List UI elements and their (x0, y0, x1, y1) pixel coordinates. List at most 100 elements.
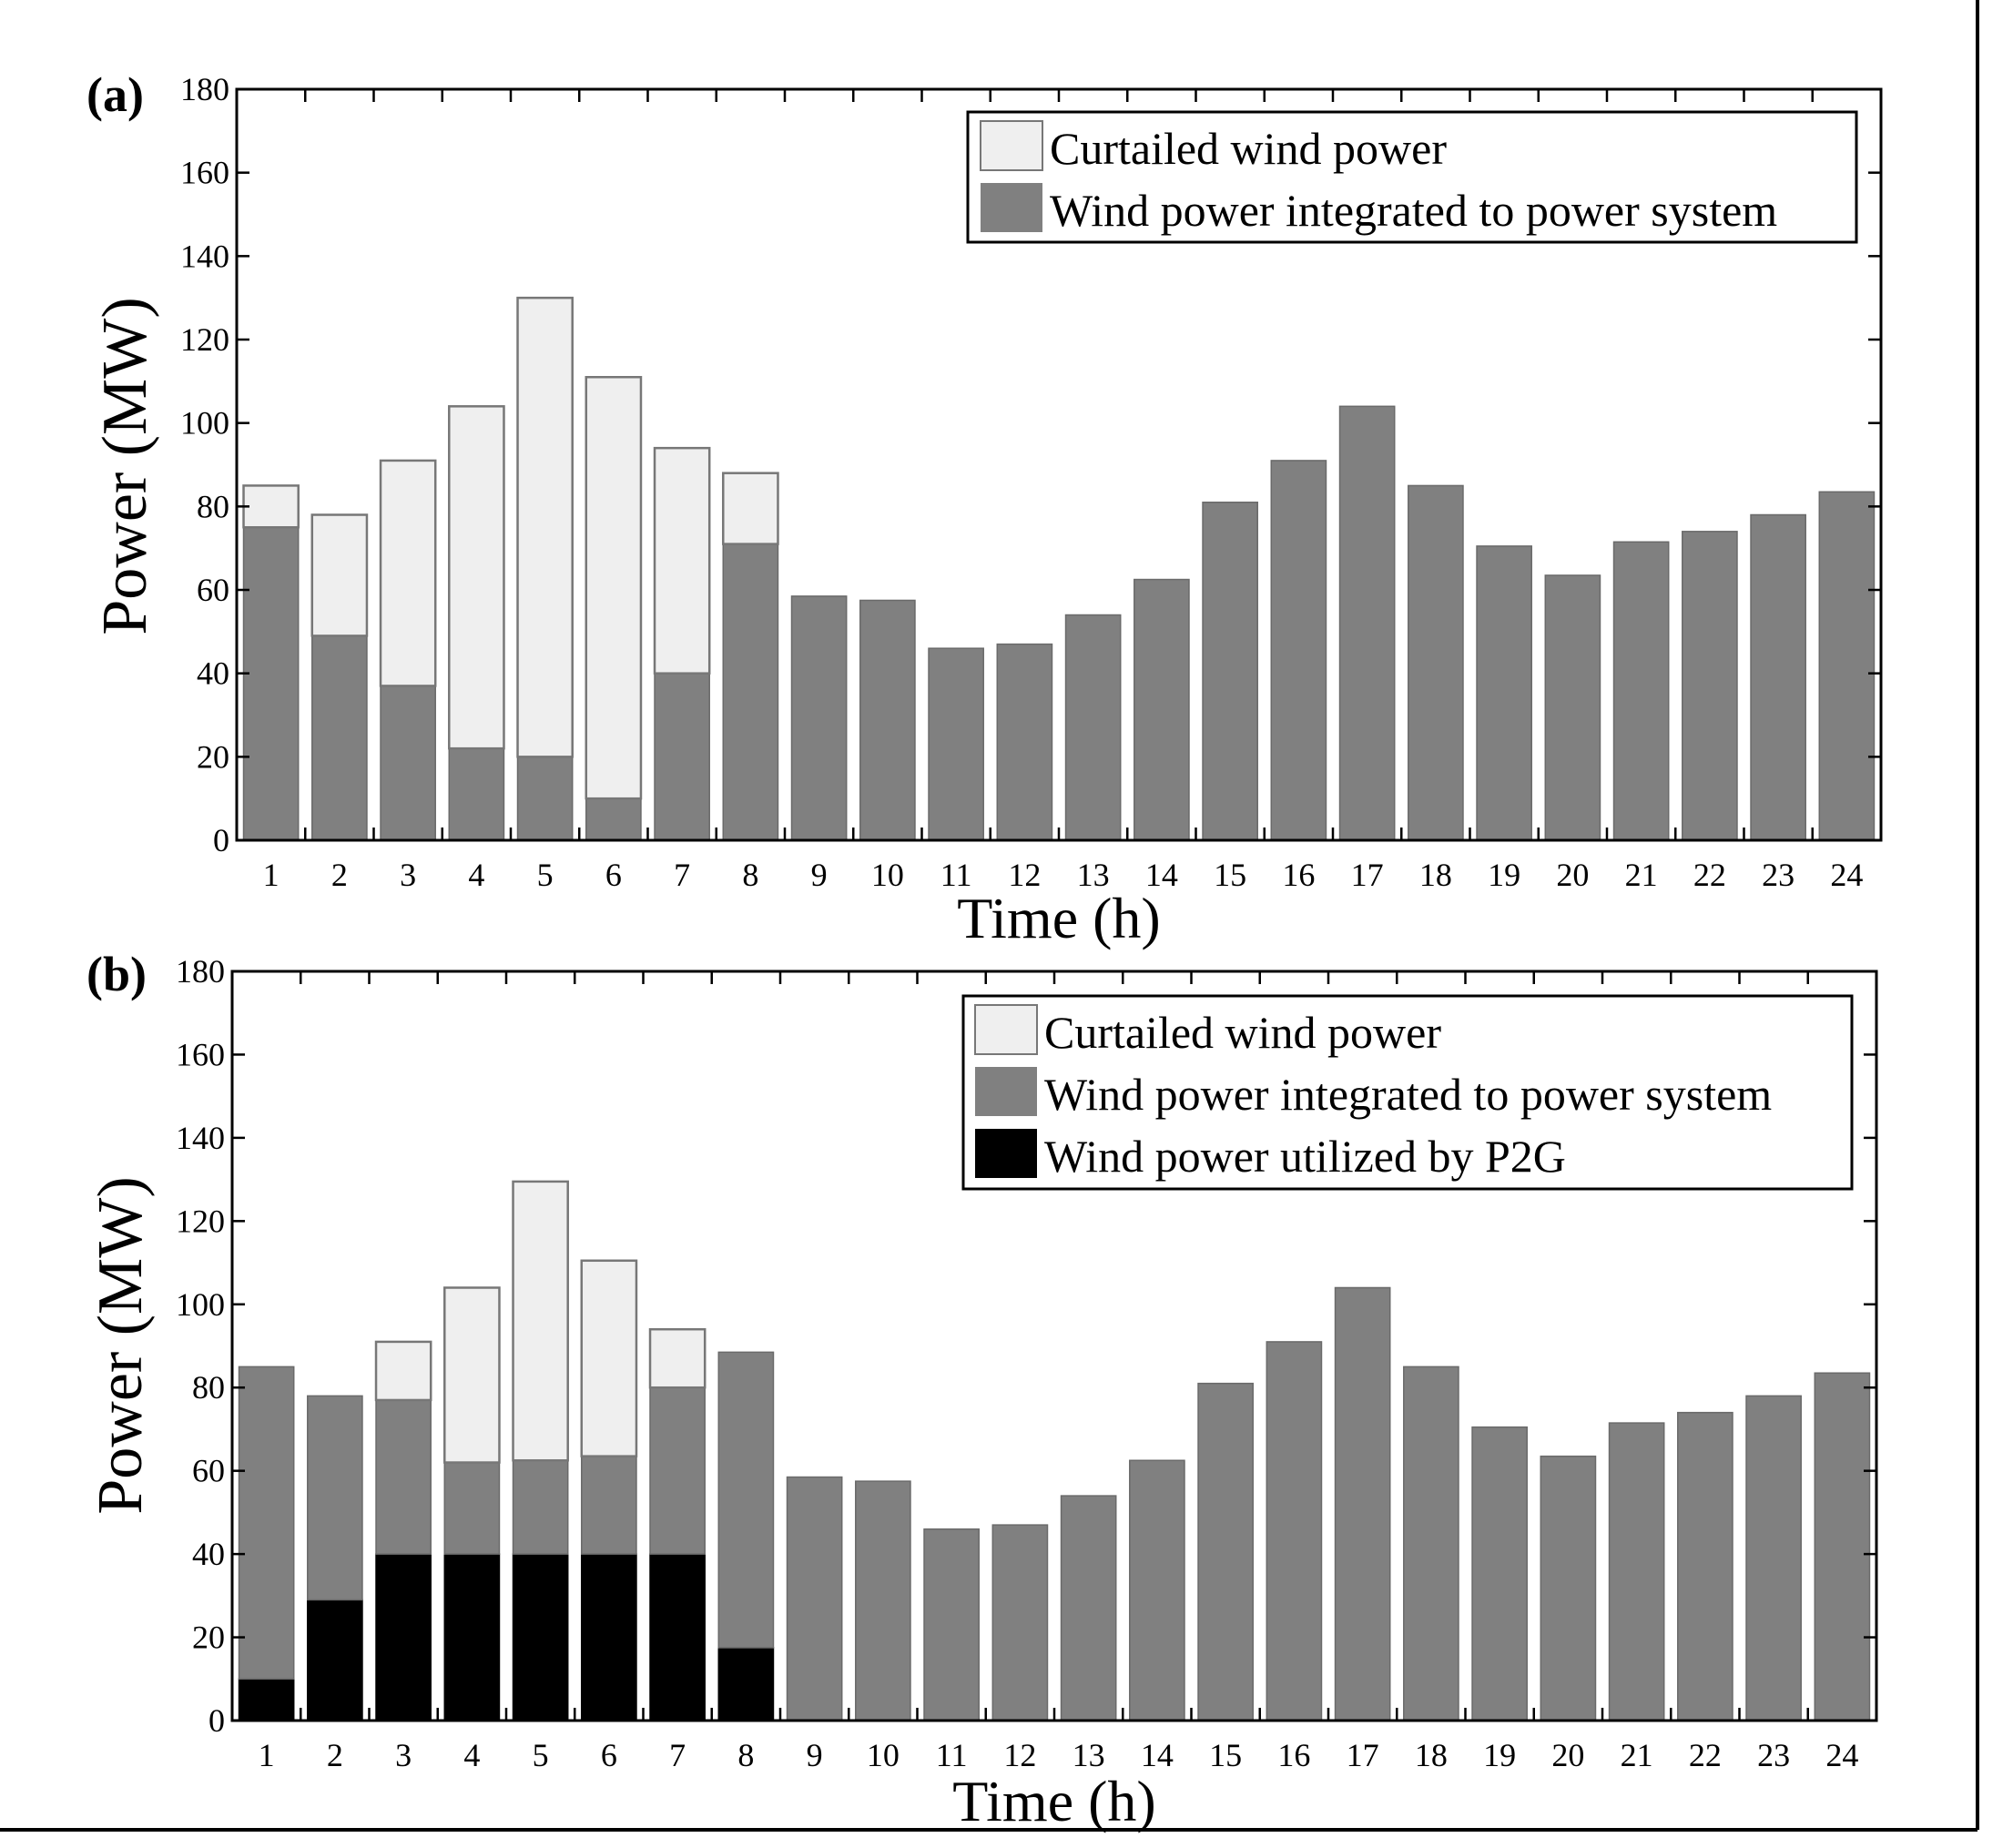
panel-a-ytick-label: 100 (180, 405, 229, 442)
panel-a-xtick-label: 10 (871, 857, 904, 893)
panel-b-ytick-label: 100 (176, 1286, 225, 1323)
panel-b-bar-integrated-h3 (375, 1399, 432, 1555)
panel-b-legend-box (961, 994, 1854, 1191)
panel-b-xtick-label: 21 (1621, 1737, 1653, 1773)
panel-a-xtick-label: 9 (811, 857, 828, 893)
panel-b-bar-integrated-h10 (855, 1480, 911, 1721)
panel-b-bar-p2g-h3 (375, 1553, 432, 1721)
panel-a-ytick-label: 20 (197, 738, 229, 775)
panel-b-xtick-label: 20 (1551, 1737, 1584, 1773)
panel-b-xtick-label: 23 (1757, 1737, 1790, 1773)
panel-b-xtick-label: 7 (669, 1737, 686, 1773)
panel-a-bar-integrated-h10 (859, 599, 916, 841)
panel-b-xtick-label: 2 (327, 1737, 343, 1773)
panel-a-bar-integrated-h21 (1612, 541, 1670, 841)
panel-a-bar-integrated-h20 (1544, 574, 1601, 841)
panel-a-bar-integrated-h8 (722, 543, 779, 841)
panel-b-bar-p2g-h6 (581, 1553, 637, 1721)
panel-b-bar-curtailed-h6 (580, 1259, 638, 1457)
panel-a-ytick-label: 40 (197, 655, 229, 692)
panel-a-xtick-label: 7 (674, 857, 690, 893)
panel-b-ytick-label: 160 (176, 1036, 225, 1072)
panel-a-bar-integrated-h1 (242, 526, 300, 841)
panel-b-xlabel: Time (h) (952, 1769, 1155, 1833)
panel-a-ytick-label: 120 (180, 321, 229, 358)
panel-a-bar-integrated-h13 (1064, 614, 1122, 841)
panel-b-xtick-label: 19 (1483, 1737, 1516, 1773)
panel-a-bar-integrated-h14 (1134, 578, 1190, 841)
panel-a-bar-integrated-h12 (996, 643, 1053, 841)
panel-b-bar-integrated-h20 (1540, 1455, 1597, 1721)
panel-a-bar-curtailed-h2 (310, 513, 369, 637)
panel-a-legend-label-integrated: Wind power integrated to power system (1050, 185, 1777, 236)
panel-b-bar-curtailed-h5 (512, 1180, 569, 1462)
panel-a-bar-integrated-h3 (380, 685, 436, 841)
panel-b-bar-curtailed-h7 (648, 1327, 707, 1389)
panel-a-xtick-label: 14 (1145, 857, 1178, 893)
panel-a-bar-integrated-h7 (654, 672, 710, 841)
panel-a-bar-integrated-h24 (1818, 491, 1876, 841)
panel-b-bar-integrated-h6 (581, 1455, 637, 1555)
panel-b-xtick-label: 12 (1003, 1737, 1036, 1773)
panel-a-xlabel: Time (h) (957, 886, 1160, 950)
panel-b-bar-integrated-h9 (786, 1476, 843, 1721)
panel-a-bar-curtailed-h4 (448, 405, 505, 750)
panel-b-bar-integrated-h23 (1745, 1395, 1802, 1721)
panel-a-bar-curtailed-h6 (585, 376, 643, 800)
panel-b-bar-curtailed-h3 (374, 1340, 432, 1402)
panel-b-legend-swatch-p2g (975, 1129, 1037, 1178)
panel-b-xtick-label: 3 (395, 1737, 412, 1773)
panel-a-bar-integrated-h4 (448, 747, 505, 841)
panel-b-bar-p2g-h8 (717, 1647, 775, 1721)
panel-b-bar-integrated-h2 (307, 1395, 363, 1601)
panel-a-bar-integrated-h5 (516, 756, 574, 841)
panel-a-xtick-label: 23 (1762, 857, 1794, 893)
panel-a-xtick-label: 12 (1008, 857, 1041, 893)
panel-a-bar-integrated-h19 (1476, 545, 1532, 841)
panel-b-bar-integrated-h11 (923, 1528, 980, 1721)
panel-a-ytick-label: 0 (213, 822, 229, 858)
panel-b-legend-swatch-curtailed (974, 1004, 1038, 1055)
panel-a-xtick-label: 5 (537, 857, 554, 893)
panel-a-legend-box (966, 110, 1858, 244)
panel-a-xtick-label: 13 (1077, 857, 1110, 893)
panel-a-xtick-label: 6 (605, 857, 622, 893)
panel-b-bar-integrated-h19 (1471, 1426, 1528, 1721)
panel-b-bar-integrated-h17 (1334, 1286, 1391, 1721)
panel-b-bar-integrated-h13 (1060, 1495, 1117, 1721)
panel-b-xtick-label: 6 (601, 1737, 617, 1773)
panel-a-xtick-label: 22 (1693, 857, 1726, 893)
panel-b-xtick-label: 17 (1347, 1737, 1379, 1773)
panel-a-legend: Curtailed wind power Wind power integrat… (966, 110, 1858, 244)
panel-b-bar-p2g-h7 (649, 1553, 706, 1721)
panel-b-bar-integrated-h7 (649, 1386, 706, 1555)
panel-a-bar-integrated-h2 (311, 635, 368, 841)
panel-b-legend-label-curtailed: Curtailed wind power (1044, 1007, 1441, 1058)
panel-a-ytick-label: 140 (180, 238, 229, 274)
panel-b-ytick-label: 140 (176, 1120, 225, 1156)
panel-a-legend-label-curtailed: Curtailed wind power (1050, 123, 1447, 174)
panel-b-bar-integrated-h8 (717, 1351, 775, 1649)
panel-a-label: (a) (86, 67, 144, 122)
panel-b-ylabel: Power (MW) (86, 1176, 156, 1514)
panel-b-xtick-label: 8 (737, 1737, 754, 1773)
panel-b-legend: Curtailed wind power Wind power integrat… (961, 994, 1854, 1191)
panel-b-label: (b) (86, 947, 147, 1001)
panel-a-bar-integrated-h6 (585, 797, 642, 841)
panel-b-legend-label-integrated: Wind power integrated to power system (1044, 1069, 1772, 1120)
panel-b-bar-integrated-h22 (1677, 1411, 1733, 1721)
panel-a-ytick-label: 160 (180, 155, 229, 191)
panel-a-bar-curtailed-h1 (242, 484, 300, 529)
panel-b-ytick-label: 0 (208, 1702, 225, 1739)
panel-a-xtick-label: 24 (1830, 857, 1863, 893)
panel-b-xtick-label: 24 (1825, 1737, 1858, 1773)
panel-a-xtick-label: 17 (1351, 857, 1384, 893)
panel-a-xtick-label: 1 (263, 857, 280, 893)
panel-b-bar-integrated-h21 (1608, 1422, 1665, 1721)
panel-b-bar-curtailed-h4 (443, 1286, 501, 1464)
panel-b-xtick-label: 22 (1689, 1737, 1722, 1773)
panel-b-legend-swatch-integrated (975, 1067, 1037, 1116)
